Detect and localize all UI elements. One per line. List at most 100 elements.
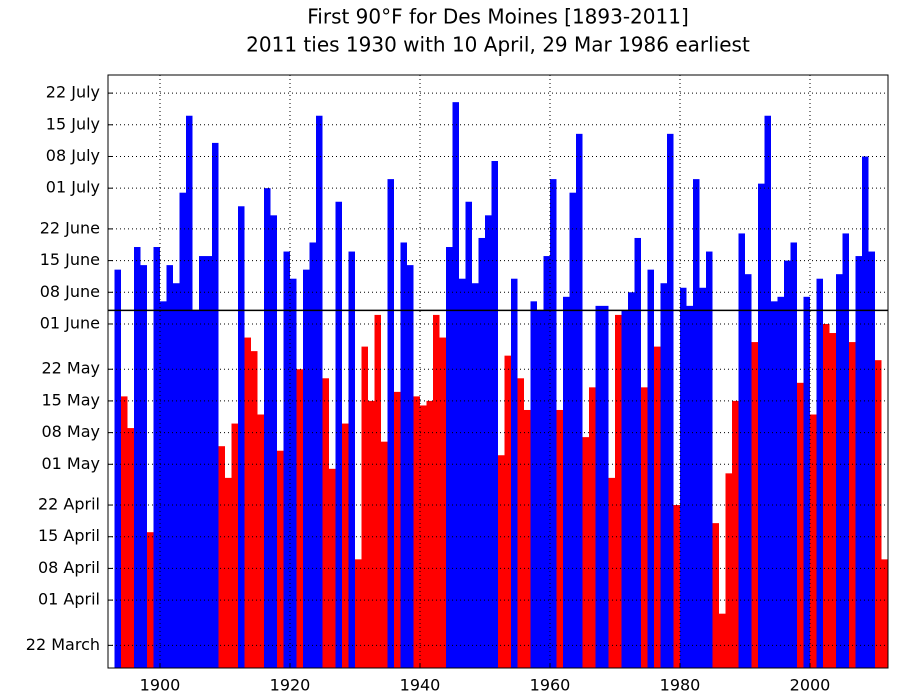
bar <box>836 274 843 668</box>
y-tick-label: 01 June <box>40 313 100 332</box>
bar <box>192 310 199 668</box>
bar <box>270 215 277 668</box>
chart-title: First 90°F for Des Moines [1893-2011] <box>307 5 689 29</box>
bar <box>452 102 459 669</box>
bar <box>498 455 505 668</box>
y-tick-label: 22 March <box>26 635 100 654</box>
bar <box>524 409 531 668</box>
bar <box>823 323 830 668</box>
bar <box>205 256 212 668</box>
bar <box>251 351 258 668</box>
y-tick-label: 22 June <box>40 218 100 237</box>
x-tick-label: 1920 <box>270 676 311 695</box>
bar <box>686 305 693 668</box>
bar <box>348 251 355 668</box>
y-tick-label: 08 July <box>46 146 100 165</box>
bar <box>550 179 557 668</box>
bar <box>238 206 245 668</box>
bar <box>199 256 206 668</box>
bar <box>654 346 661 668</box>
bar <box>764 115 771 668</box>
bar <box>673 505 680 668</box>
bar <box>556 409 563 668</box>
bar <box>413 396 420 668</box>
bar <box>855 256 862 668</box>
bar <box>751 342 758 668</box>
bar <box>394 391 401 668</box>
bar <box>615 314 622 668</box>
bar <box>803 296 810 668</box>
bar <box>589 387 596 668</box>
chart-subtitle: 2011 ties 1930 with 10 April, 29 Mar 198… <box>246 33 750 57</box>
bar <box>647 269 654 668</box>
y-tick-label: 22 April <box>38 495 100 514</box>
y-tick-label: 15 April <box>38 526 100 545</box>
bar <box>725 473 732 668</box>
bar <box>296 369 303 668</box>
bar <box>829 333 836 668</box>
bar <box>433 314 440 668</box>
bar <box>342 423 349 668</box>
bar <box>465 201 472 668</box>
bar <box>459 278 466 668</box>
bar <box>381 441 388 668</box>
bar <box>244 337 251 668</box>
bar <box>784 260 791 668</box>
plot-frame <box>107 74 889 669</box>
bar <box>303 269 310 668</box>
x-tick-label: 1980 <box>660 676 701 695</box>
y-tick-label: 15 May <box>41 390 100 409</box>
bar <box>140 265 147 668</box>
bar <box>173 283 180 668</box>
bar <box>602 305 609 668</box>
bar <box>816 278 823 668</box>
y-tick-label: 01 April <box>38 590 100 609</box>
bar <box>810 414 817 668</box>
y-tick-label: 15 June <box>40 250 100 269</box>
bar <box>257 414 264 668</box>
bar <box>355 559 362 668</box>
bar <box>439 337 446 668</box>
bar <box>563 296 570 668</box>
bar <box>426 400 433 668</box>
bar <box>134 247 141 669</box>
bar <box>706 251 713 668</box>
bar <box>316 115 323 668</box>
bar <box>537 310 544 668</box>
bar <box>166 265 173 668</box>
bar <box>517 378 524 668</box>
y-tick-label: 15 July <box>46 114 100 133</box>
bar <box>881 559 888 668</box>
bar <box>485 215 492 668</box>
bar <box>153 247 160 669</box>
bar <box>225 477 232 668</box>
bar <box>576 133 583 668</box>
bar <box>322 378 329 668</box>
bar <box>491 161 498 668</box>
bar <box>290 278 297 668</box>
x-tick-label: 1940 <box>400 676 441 695</box>
bar <box>738 233 745 668</box>
bar <box>231 423 238 668</box>
x-tick-label: 2000 <box>790 676 831 695</box>
bar <box>868 251 875 668</box>
bar <box>641 387 648 668</box>
bar <box>277 450 284 668</box>
bar <box>335 201 342 668</box>
bar <box>790 242 797 668</box>
bar <box>400 242 407 668</box>
bar <box>777 296 784 668</box>
y-tick-label: 08 May <box>41 422 100 441</box>
bar <box>634 237 641 668</box>
bar <box>745 274 752 668</box>
bar <box>446 247 453 669</box>
bar <box>875 360 882 668</box>
bar <box>309 242 316 668</box>
bar <box>758 183 765 668</box>
bar <box>543 256 550 668</box>
y-tick-label: 22 May <box>41 359 100 378</box>
bar <box>368 400 375 668</box>
y-tick-label: 01 July <box>46 178 100 197</box>
y-tick-label: 01 May <box>41 454 100 473</box>
